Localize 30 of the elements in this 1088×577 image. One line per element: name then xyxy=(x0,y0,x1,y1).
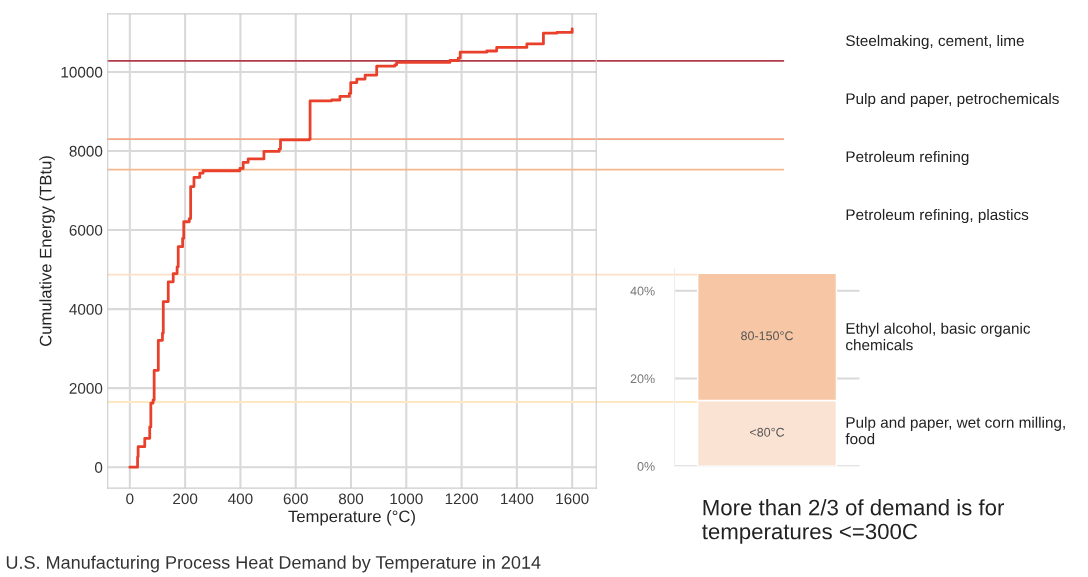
series-label: <80°C xyxy=(750,427,785,437)
x-tick-label: 1000 xyxy=(390,493,423,505)
text: Ethyl alcohol, basic organic chemicals xyxy=(846,322,1031,351)
text: Petroleum refining, plastics xyxy=(846,208,1029,224)
series-label: 80-150°C xyxy=(741,331,794,341)
y-tick-label: 0% xyxy=(637,462,655,471)
y-tick-label: 40% xyxy=(630,286,655,296)
y-tick-label: 8000 xyxy=(69,145,103,157)
y-tick-label: 6000 xyxy=(69,224,103,236)
x-tick-label: 800 xyxy=(338,493,364,505)
text: U.S. Manufacturing Process Heat Demand by Temperature in 2014 xyxy=(6,555,541,573)
x-tick-label: 1400 xyxy=(501,493,534,505)
x-tick-label: 200 xyxy=(173,493,198,505)
y-tick-label: 0 xyxy=(94,462,103,473)
x-tick-label: 1200 xyxy=(445,493,478,505)
y-axis-title: Cumulative Energy (TBtu) xyxy=(39,156,55,347)
x-axis-title: Temperature (°C) xyxy=(288,510,415,526)
y-tick-label: 20% xyxy=(630,374,655,384)
x-tick-label: 0 xyxy=(126,493,134,505)
text: Pulp and paper, petrochemicals xyxy=(846,92,1059,108)
text: Pulp and paper, wet corn milling, food xyxy=(845,416,1065,445)
x-tick-label: 1600 xyxy=(556,493,589,505)
x-tick-label: 600 xyxy=(283,493,308,505)
text: Steelmaking, cement, lime xyxy=(846,34,1024,50)
x-tick-label: 400 xyxy=(228,493,253,505)
text: More than 2/3 of demand is for temperatures <=300C xyxy=(702,499,1005,544)
y-tick-label: 4000 xyxy=(69,303,103,315)
text: Petroleum refining xyxy=(846,150,969,166)
y-tick-label: 10000 xyxy=(61,66,103,78)
y-tick-label: 2000 xyxy=(69,383,103,394)
